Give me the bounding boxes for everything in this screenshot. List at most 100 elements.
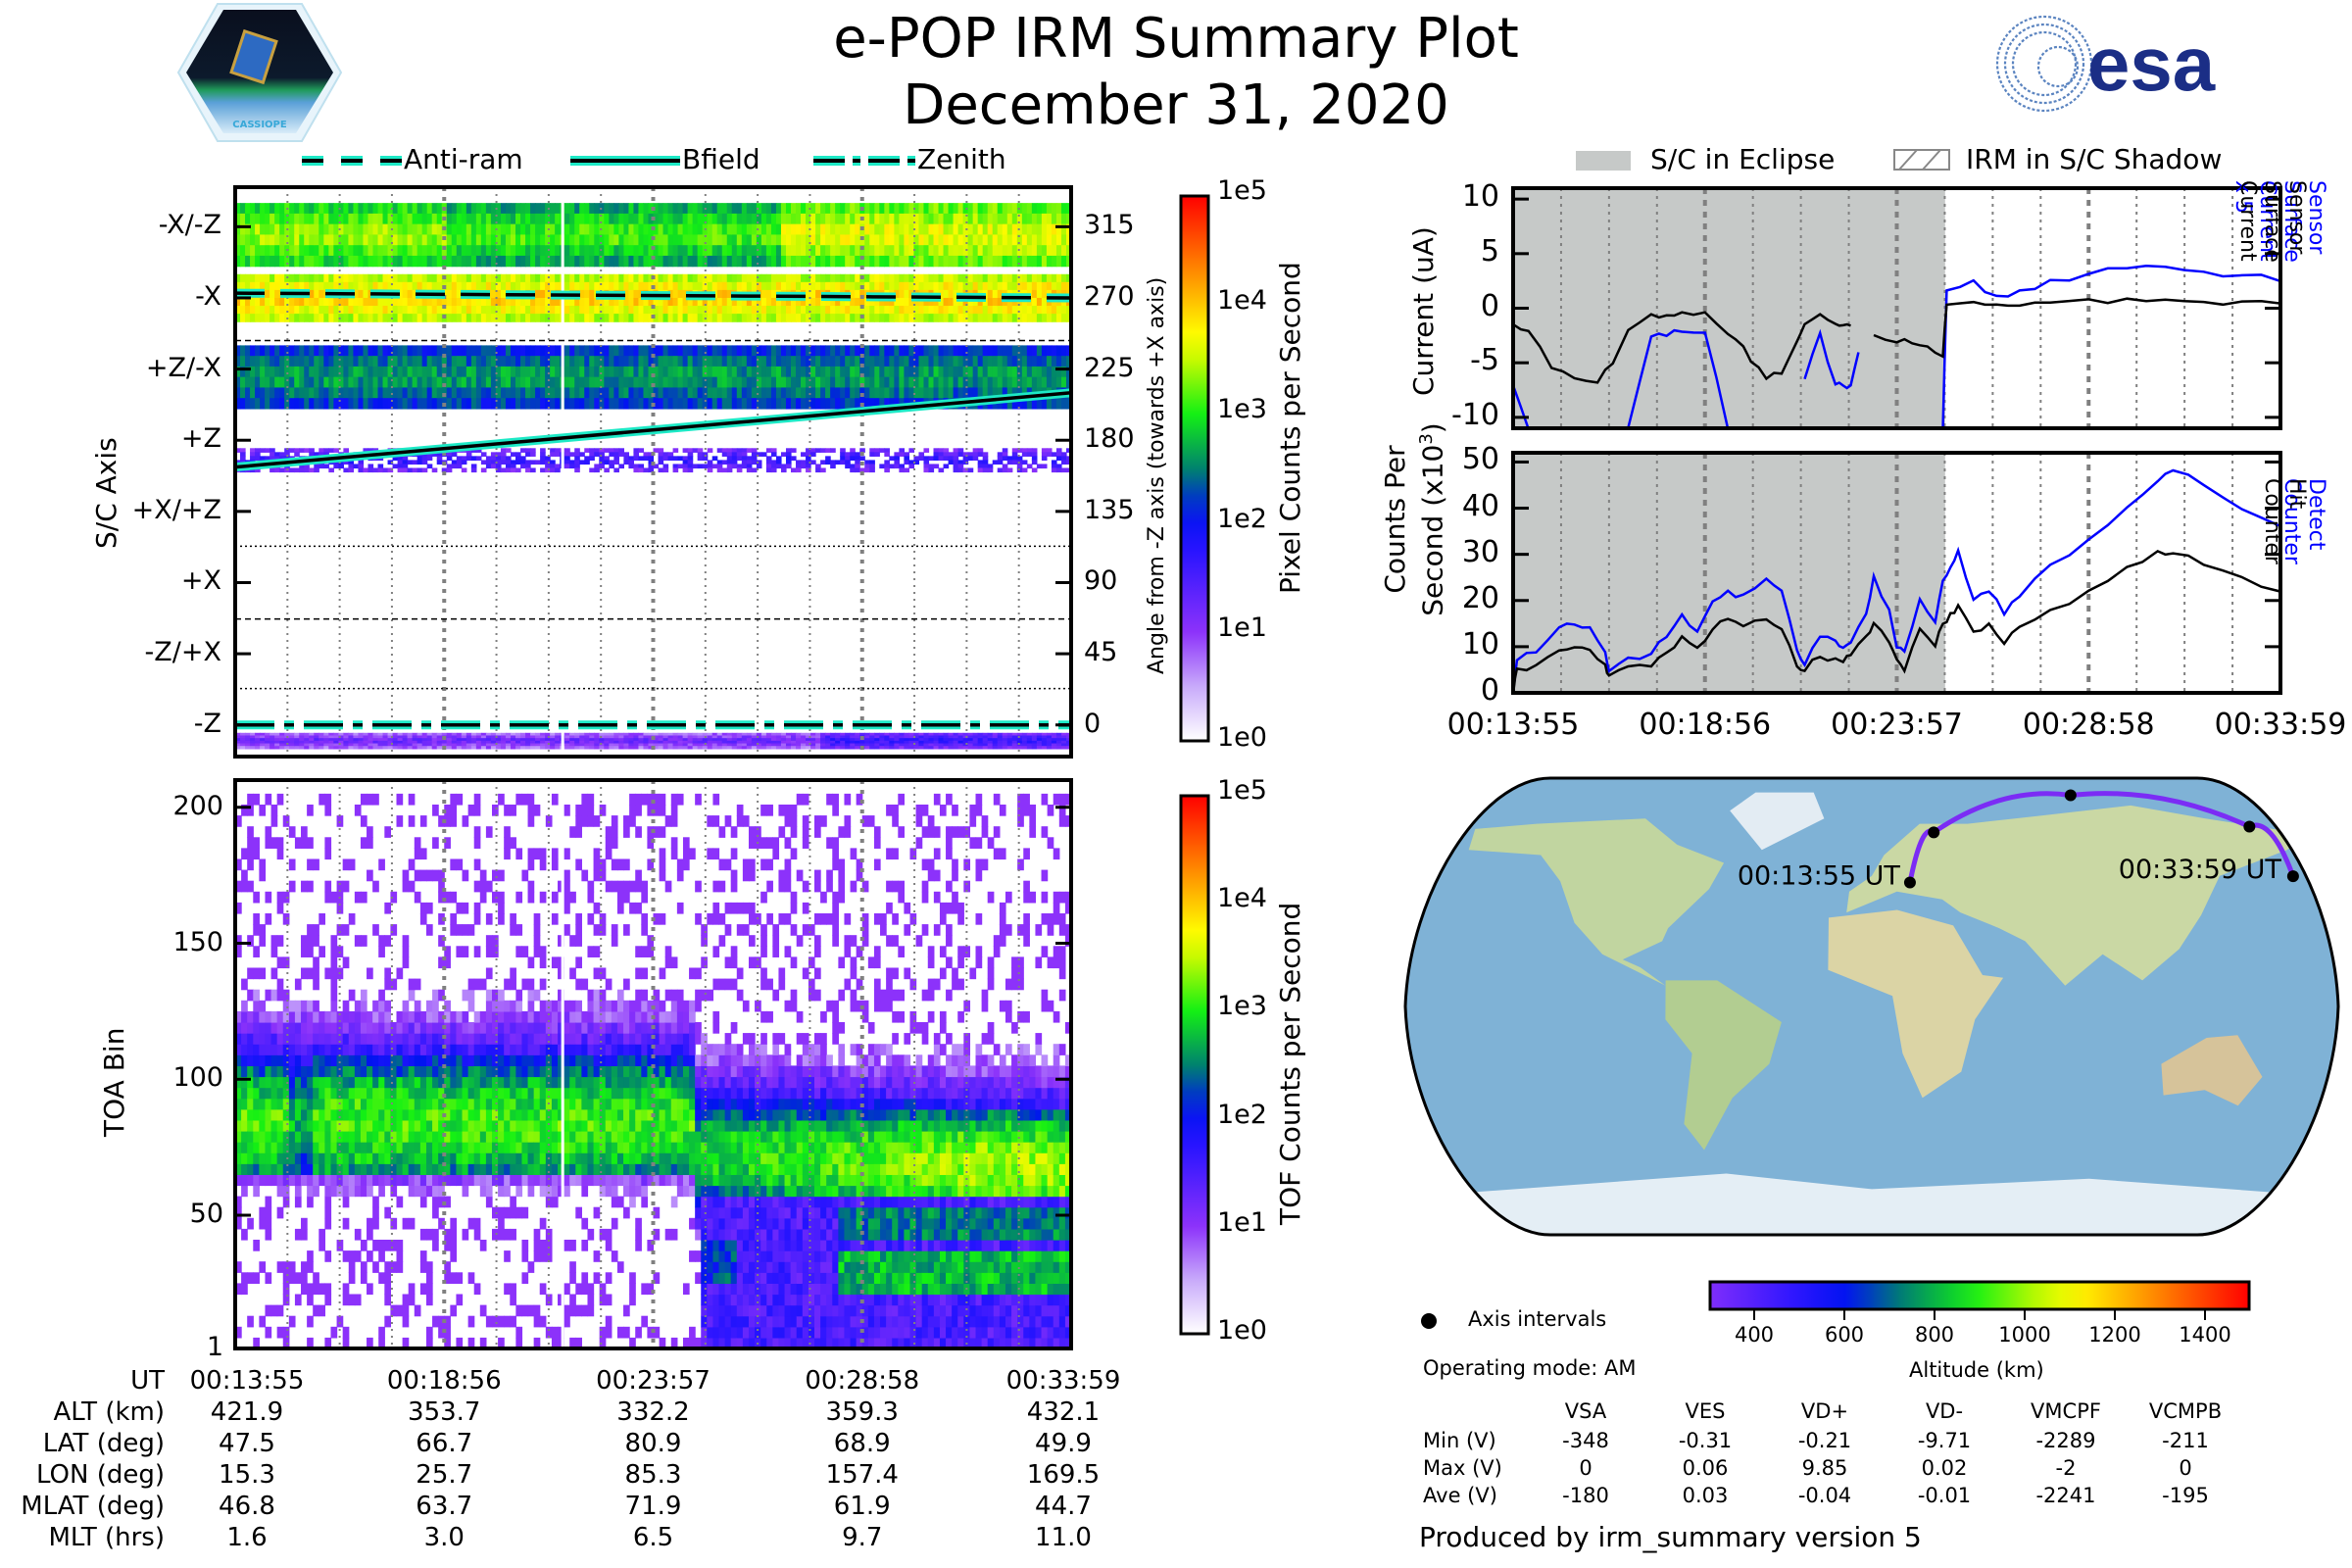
- heat-cell: [765, 732, 772, 737]
- heat-cell: [1036, 234, 1043, 246]
- heat-cell: [579, 213, 585, 225]
- heat-cell: [569, 452, 575, 457]
- heat-cell: [648, 743, 655, 747]
- heat-cell: [1011, 255, 1018, 268]
- heat-cell: [894, 366, 900, 378]
- heat-cell: [530, 306, 536, 315]
- legend-label-zenith: Zenith: [917, 143, 1006, 175]
- heat-cell: [323, 203, 329, 215]
- heat-cell: [525, 203, 531, 215]
- heat-cell: [933, 314, 940, 322]
- heat-cell: [962, 345, 969, 357]
- heat-cell: [579, 234, 585, 246]
- heat-cell: [933, 213, 940, 225]
- heat-cell: [810, 743, 816, 747]
- heat-cell: [421, 740, 428, 745]
- heat-cell: [358, 464, 365, 469]
- heat-cell: [505, 464, 512, 469]
- heat-cell: [997, 255, 1004, 268]
- heat-cell: [697, 255, 704, 268]
- heat-cell: [589, 297, 595, 307]
- heat-cell: [314, 213, 319, 225]
- heat-cell: [299, 738, 305, 742]
- heat-cell: [348, 735, 355, 739]
- heat-cell: [908, 738, 915, 742]
- heat-cell: [530, 467, 536, 473]
- heat-cell: [480, 460, 487, 466]
- heat-cell: [884, 213, 890, 225]
- heat-cell: [770, 223, 777, 236]
- heat-cell: [265, 1142, 272, 1153]
- heat-cell: [343, 376, 350, 389]
- heat-cell: [1051, 452, 1057, 457]
- heat-cell: [726, 464, 733, 469]
- heat-cell: [407, 460, 414, 466]
- heat-cell: [274, 234, 280, 246]
- heat-cell: [270, 935, 278, 947]
- heat-cell: [338, 297, 344, 307]
- heat-cell: [1002, 376, 1008, 389]
- heat-cell: [505, 234, 512, 246]
- heat-cell: [500, 306, 507, 315]
- heat-cell: [550, 746, 556, 750]
- heat-cell: [977, 366, 984, 378]
- heat-cell: [977, 345, 984, 357]
- heat-cell: [289, 345, 295, 357]
- heat-cell: [889, 366, 895, 378]
- heat-cell: [407, 245, 414, 257]
- heat-cell: [569, 738, 575, 742]
- heat-cell: [270, 356, 275, 368]
- heat-cell: [972, 345, 979, 357]
- heat-cell: [555, 234, 561, 246]
- heat-cell: [328, 213, 334, 225]
- heat-cell: [884, 732, 890, 737]
- heat-cell: [997, 732, 1004, 737]
- heat-cell: [938, 273, 945, 283]
- heat-cell: [1021, 356, 1028, 368]
- heat-cell: [569, 281, 575, 291]
- heat-cell: [358, 460, 365, 466]
- heat-cell: [997, 273, 1004, 283]
- heat-cell: [899, 376, 905, 389]
- heat-cell: [1046, 223, 1053, 236]
- heat-cell: [333, 732, 339, 737]
- pixel-counts-colorbar: [1179, 194, 1210, 743]
- heat-cell: [760, 289, 767, 299]
- heat-cell: [270, 1021, 278, 1034]
- heat-cell: [235, 1261, 242, 1273]
- heat-cell: [407, 376, 414, 389]
- heat-cell: [967, 356, 974, 368]
- heat-cell: [475, 456, 482, 461]
- heat-cell: [889, 281, 895, 291]
- heat-cell: [279, 387, 285, 399]
- heat-cell: [599, 366, 605, 378]
- heat-cell: [741, 223, 748, 236]
- heat-cell: [436, 203, 443, 215]
- heat-cell: [775, 387, 782, 399]
- heat-cell: [1031, 738, 1038, 742]
- heat-cell: [682, 213, 689, 225]
- heat-cell: [402, 203, 409, 215]
- heat-cell: [1026, 746, 1033, 750]
- heat-cell: [751, 356, 758, 368]
- heat-cell: [545, 234, 551, 246]
- heat-cell: [323, 732, 329, 737]
- heat-cell: [677, 740, 684, 745]
- heat-cell: [796, 738, 802, 742]
- heat-cell: [584, 314, 590, 322]
- heat-cell: [707, 735, 713, 739]
- heat-cell: [387, 740, 394, 745]
- heat-cell: [253, 1337, 260, 1349]
- heat-cell: [535, 398, 541, 410]
- heat-cell: [372, 281, 379, 291]
- heat-cell: [628, 281, 635, 291]
- heat-cell: [726, 314, 733, 322]
- heat-cell: [751, 740, 758, 745]
- heat-cell: [904, 740, 910, 745]
- heat-cell: [1026, 356, 1033, 368]
- heat-cell: [579, 398, 585, 410]
- heat-cell: [540, 234, 546, 246]
- heat-cell: [658, 456, 664, 461]
- heat-cell: [555, 281, 561, 291]
- heat-cell: [790, 297, 797, 307]
